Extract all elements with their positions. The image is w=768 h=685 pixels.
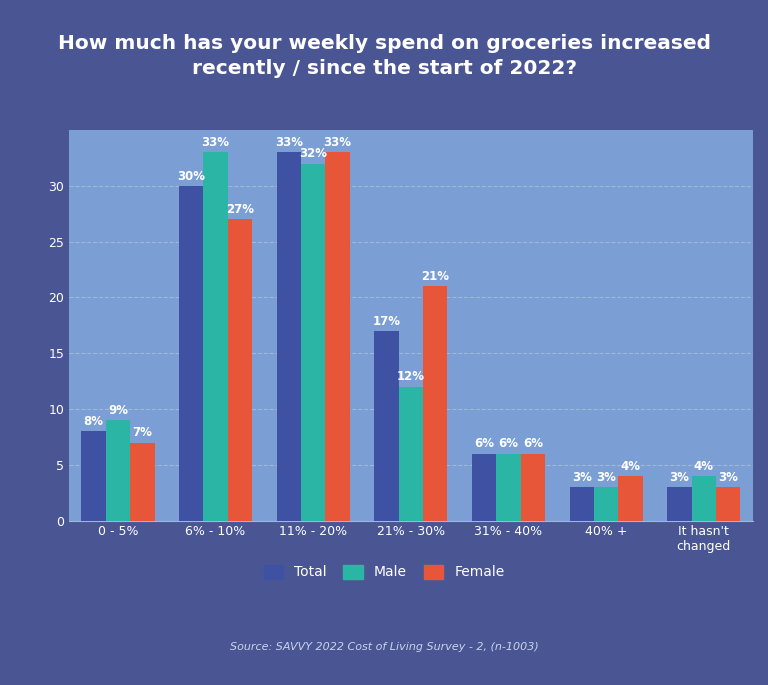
- Bar: [179, 186, 204, 521]
- Bar: [204, 153, 228, 521]
- Text: 30%: 30%: [177, 170, 205, 183]
- Bar: [496, 453, 521, 521]
- Text: 3%: 3%: [572, 471, 591, 484]
- Text: 3%: 3%: [670, 471, 690, 484]
- Text: 6%: 6%: [474, 437, 494, 450]
- Bar: [472, 453, 496, 521]
- Text: 6%: 6%: [523, 437, 543, 450]
- Bar: [301, 164, 326, 521]
- Text: 8%: 8%: [84, 415, 104, 428]
- Text: 21%: 21%: [422, 270, 449, 283]
- Text: 33%: 33%: [323, 136, 352, 149]
- Text: 3%: 3%: [718, 471, 738, 484]
- Bar: [326, 153, 350, 521]
- Text: 7%: 7%: [132, 426, 152, 439]
- Text: 27%: 27%: [226, 203, 254, 216]
- Text: 3%: 3%: [596, 471, 616, 484]
- Bar: [570, 487, 594, 521]
- Bar: [692, 476, 716, 521]
- Text: 17%: 17%: [372, 314, 400, 327]
- Bar: [106, 420, 130, 521]
- Bar: [399, 387, 423, 521]
- Text: 33%: 33%: [201, 136, 230, 149]
- Legend: Total, Male, Female: Total, Male, Female: [257, 558, 511, 586]
- Text: Source: SAVVY 2022 Cost of Living Survey - 2, (n-1003): Source: SAVVY 2022 Cost of Living Survey…: [230, 643, 538, 652]
- Bar: [716, 487, 740, 521]
- Text: 32%: 32%: [300, 147, 327, 160]
- Bar: [81, 432, 106, 521]
- Text: 4%: 4%: [621, 460, 641, 473]
- Bar: [276, 153, 301, 521]
- Bar: [667, 487, 692, 521]
- Bar: [618, 476, 643, 521]
- Text: 9%: 9%: [108, 404, 128, 417]
- Bar: [228, 219, 252, 521]
- Text: 6%: 6%: [498, 437, 518, 450]
- Bar: [521, 453, 545, 521]
- Bar: [423, 286, 448, 521]
- Bar: [594, 487, 618, 521]
- Text: How much has your weekly spend on groceries increased
recently / since the start: How much has your weekly spend on grocer…: [58, 34, 710, 78]
- Text: 33%: 33%: [275, 136, 303, 149]
- Bar: [374, 331, 399, 521]
- Bar: [130, 443, 154, 521]
- Text: 4%: 4%: [694, 460, 713, 473]
- Text: 12%: 12%: [397, 371, 425, 384]
